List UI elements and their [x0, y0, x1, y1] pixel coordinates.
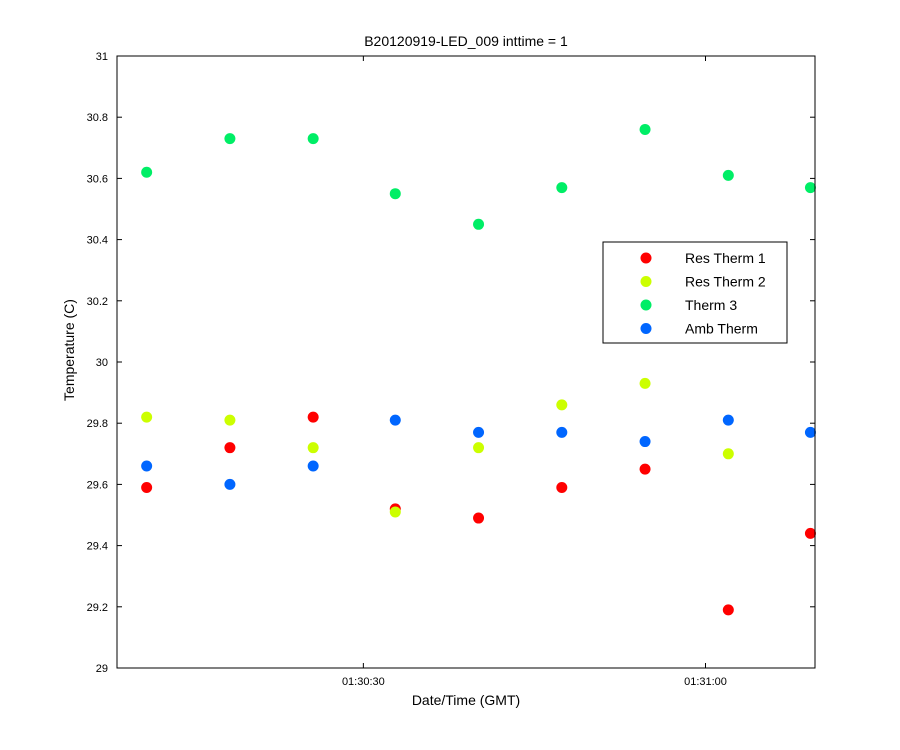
x-tick-label: 01:30:30: [342, 676, 385, 688]
legend-label-amb-therm: Amb Therm: [685, 321, 758, 337]
y-tick-label: 29.2: [87, 602, 108, 614]
point-therm-3: [473, 218, 485, 230]
legend-marker-therm-3: [640, 299, 652, 311]
point-therm-3: [556, 182, 568, 194]
legend-label-res-therm-1: Res Therm 1: [685, 250, 766, 266]
point-res-therm-1: [639, 463, 651, 475]
legend-box: [602, 241, 788, 344]
point-res-therm-2: [224, 414, 236, 426]
axis-ticks: 29 29.2 29.4 29.6 29.8 30 30.2 30.4 30.6 30.8 31 01…: [87, 51, 815, 688]
point-amb-therm: [473, 426, 485, 438]
point-amb-therm: [639, 436, 651, 448]
x-tick-label: 01:31:00: [684, 676, 727, 688]
legend-marker-res-therm-2: [640, 276, 652, 287]
point-res-therm-2: [722, 448, 734, 460]
point-therm-3: [141, 166, 153, 178]
point-res-therm-1: [804, 527, 816, 539]
point-res-therm-2: [556, 399, 568, 411]
point-res-therm-2: [389, 506, 401, 518]
point-res-therm-1: [141, 481, 153, 493]
x-axis-label: Date/Time (GMT): [412, 692, 520, 708]
y-tick-label: 29.4: [87, 541, 108, 553]
point-therm-3: [389, 188, 401, 200]
point-res-therm-2: [639, 377, 651, 389]
plot-area: [117, 56, 815, 668]
point-res-therm-2: [141, 411, 153, 423]
point-res-therm-2: [473, 442, 485, 454]
data-points: [141, 123, 816, 616]
y-tick-label: 29.6: [87, 479, 108, 491]
y-tick-label: 30: [96, 357, 108, 369]
point-therm-3: [307, 133, 319, 145]
point-amb-therm: [141, 460, 153, 472]
point-res-therm-1: [307, 411, 319, 423]
y-tick-label: 29.8: [87, 418, 108, 430]
y-tick-label: 29: [96, 663, 108, 675]
point-therm-3: [639, 123, 651, 135]
legend: Res Therm 1 Res Therm 2 Therm 3 Amb Therm: [602, 241, 788, 344]
legend-label-res-therm-2: Res Therm 2: [685, 274, 766, 290]
y-axis-label: Temperature (C): [61, 299, 77, 401]
point-therm-3: [224, 133, 236, 145]
point-res-therm-1: [556, 481, 568, 493]
point-res-therm-1: [224, 442, 236, 454]
point-amb-therm: [389, 414, 401, 426]
point-res-therm-1: [473, 512, 485, 524]
y-tick-label: 30.6: [87, 173, 108, 185]
legend-marker-amb-therm: [640, 323, 652, 334]
point-res-therm-2: [307, 442, 319, 454]
chart-title: B20120919-LED_009 inttime = 1: [364, 33, 568, 49]
point-amb-therm: [556, 426, 568, 438]
point-amb-therm: [722, 414, 734, 426]
y-tick-label: 30.2: [87, 296, 108, 308]
plot-frame: [116, 55, 816, 669]
point-amb-therm: [224, 478, 236, 490]
point-res-therm-1: [722, 604, 734, 616]
point-therm-3: [804, 182, 816, 194]
legend-marker-res-therm-1: [640, 252, 652, 264]
y-tick-label: 30.4: [87, 235, 108, 247]
point-amb-therm: [307, 460, 319, 472]
y-tick-label: 31: [96, 51, 108, 63]
point-amb-therm: [804, 426, 816, 438]
y-tick-label: 30.8: [87, 112, 108, 124]
legend-label-therm-3: Therm 3: [685, 297, 737, 313]
point-therm-3: [722, 169, 734, 181]
